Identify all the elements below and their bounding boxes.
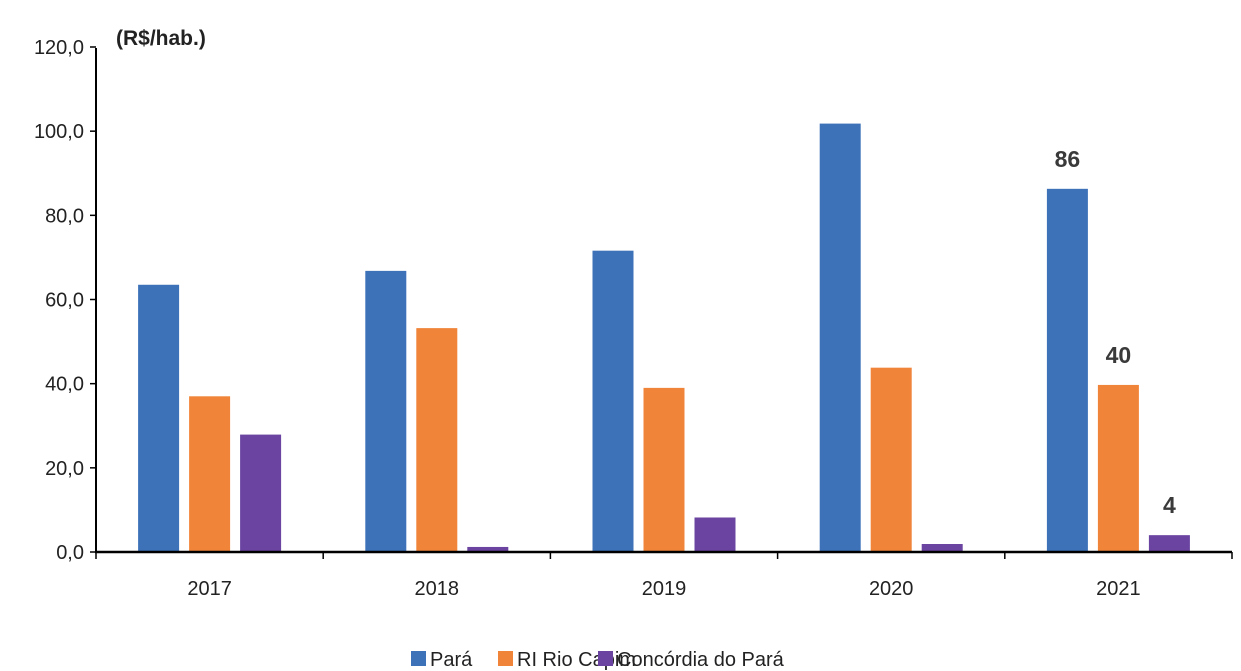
bar bbox=[870, 367, 912, 552]
bar bbox=[240, 434, 282, 552]
y-tick-label: 40,0 bbox=[45, 374, 84, 396]
data-label: 86 bbox=[1055, 146, 1081, 172]
x-axis-ticks: 2017 2018 2019 2020 2021 bbox=[95, 552, 1233, 600]
bar bbox=[1148, 535, 1190, 552]
bar bbox=[643, 387, 685, 552]
x-tick-label: 2019 bbox=[642, 578, 687, 600]
bar bbox=[1046, 188, 1088, 552]
y-tick-label: 100,0 bbox=[34, 121, 84, 143]
bar bbox=[416, 328, 458, 552]
data-labels: 86 40 4 bbox=[1055, 146, 1176, 518]
x-tick-label: 2020 bbox=[869, 578, 914, 600]
bar bbox=[467, 546, 509, 552]
x-tick-label: 2017 bbox=[187, 578, 232, 600]
bar bbox=[921, 544, 963, 552]
y-tick-label: 60,0 bbox=[45, 290, 84, 312]
bar bbox=[592, 250, 634, 552]
y-tick-label: 80,0 bbox=[45, 205, 84, 227]
y-tick-label: 20,0 bbox=[45, 458, 84, 480]
bar bbox=[365, 270, 407, 552]
y-axis-ticks: 0,0 20,0 40,0 60,0 80,0 100,0 120,0 bbox=[34, 37, 96, 564]
legend-label: Pará bbox=[430, 649, 473, 671]
unit-label: (R$/hab.) bbox=[116, 27, 206, 50]
data-label: 4 bbox=[1163, 492, 1176, 518]
bar bbox=[1097, 384, 1139, 552]
data-label: 40 bbox=[1106, 342, 1132, 368]
bar bbox=[189, 396, 231, 552]
bar bbox=[819, 123, 861, 552]
legend-label: Concórdia do Pará bbox=[617, 649, 785, 671]
legend-swatch bbox=[411, 651, 426, 666]
bars bbox=[138, 123, 1190, 552]
y-tick-label: 0,0 bbox=[56, 542, 84, 564]
bar bbox=[694, 517, 736, 552]
x-tick-label: 2018 bbox=[415, 578, 460, 600]
y-tick-label: 120,0 bbox=[34, 37, 84, 59]
bar bbox=[138, 284, 180, 552]
legend-swatch bbox=[598, 651, 613, 666]
x-tick-label: 2021 bbox=[1096, 578, 1141, 600]
legend-swatch bbox=[498, 651, 513, 666]
